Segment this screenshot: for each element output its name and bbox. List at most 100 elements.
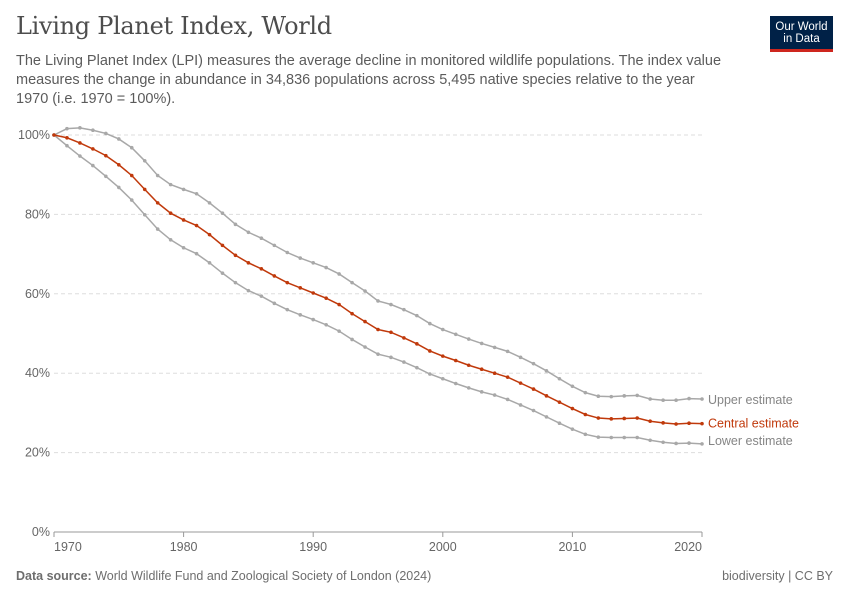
data-point <box>687 421 691 426</box>
data-point <box>246 261 251 265</box>
data-point <box>596 416 601 420</box>
data-point <box>687 396 691 401</box>
x-tick-label: 1980 <box>170 540 198 554</box>
data-point <box>272 243 277 248</box>
y-tick-label: 0% <box>32 525 50 539</box>
data-point <box>117 137 121 141</box>
data-point <box>91 163 95 168</box>
data-point <box>570 384 575 389</box>
data-point <box>363 345 367 349</box>
x-tick-label: 2000 <box>429 540 457 554</box>
license[interactable]: biodiversity | CC BY <box>722 569 833 583</box>
data-point <box>389 302 393 307</box>
data-point <box>635 435 639 440</box>
data-point <box>142 212 147 217</box>
data-point <box>376 327 380 332</box>
data-point <box>298 313 303 317</box>
data-point <box>596 435 601 439</box>
data-point <box>220 271 225 275</box>
data-point <box>583 390 588 395</box>
data-point <box>402 336 406 340</box>
data-point <box>350 311 354 316</box>
data-point <box>531 387 536 391</box>
x-tick-label: 2010 <box>558 540 586 554</box>
data-point <box>104 153 108 158</box>
data-point <box>428 321 432 326</box>
data-point <box>181 245 186 250</box>
data-point <box>466 363 471 368</box>
data-point <box>104 174 108 179</box>
data-point <box>181 187 186 192</box>
data-point <box>648 438 652 443</box>
data-point <box>129 145 134 150</box>
data-point <box>635 416 639 420</box>
data-point <box>194 223 199 228</box>
data-point <box>518 381 523 385</box>
data-point <box>168 238 173 242</box>
data-point <box>544 394 549 398</box>
data-point <box>505 349 510 354</box>
series-line-central-estimate <box>53 134 703 425</box>
data-point <box>570 427 575 431</box>
data-point <box>492 345 497 350</box>
logo-line1: Our World <box>775 21 828 33</box>
data-point <box>518 355 523 360</box>
data-point <box>259 294 264 298</box>
source-text[interactable]: World Wildlife Fund and Zoological Socie… <box>95 569 432 583</box>
data-point <box>479 390 484 394</box>
data-point <box>259 236 264 241</box>
data-point <box>337 302 341 307</box>
chart-title: Living Planet Index, World <box>16 12 332 40</box>
x-tick-label: 1970 <box>54 540 82 554</box>
series-label: Upper estimate <box>708 393 793 407</box>
data-point <box>687 441 691 445</box>
data-point <box>544 415 549 419</box>
data-point <box>129 173 134 178</box>
data-point <box>700 421 704 426</box>
data-point <box>466 337 471 341</box>
data-point <box>453 358 458 363</box>
data-point <box>648 397 652 401</box>
data-point <box>635 393 639 398</box>
series-label: Lower estimate <box>708 434 793 448</box>
data-point <box>389 330 393 335</box>
data-point <box>168 211 173 216</box>
data-point <box>181 218 186 222</box>
data-point <box>622 394 627 398</box>
data-point <box>168 182 173 187</box>
data-point <box>285 307 290 312</box>
data-point <box>91 147 95 151</box>
data-point <box>155 227 160 231</box>
data-point <box>557 376 562 381</box>
data-point <box>518 403 523 407</box>
data-point <box>661 440 665 445</box>
data-point <box>389 355 393 360</box>
data-point <box>428 372 432 376</box>
data-point <box>428 349 432 353</box>
data-point <box>155 201 160 205</box>
data-point <box>376 352 380 356</box>
data-point <box>415 342 419 346</box>
data-point <box>117 185 121 190</box>
x-tick-label: 1990 <box>299 540 327 554</box>
data-point <box>142 187 147 192</box>
data-point <box>557 421 562 426</box>
data-point <box>324 265 328 270</box>
data-point <box>479 367 484 372</box>
data-point <box>65 126 69 131</box>
data-source: Data source: World Wildlife Fund and Zoo… <box>16 569 431 583</box>
data-point <box>583 432 588 437</box>
owid-logo[interactable]: Our World in Data <box>770 16 833 52</box>
data-point <box>441 376 445 381</box>
data-point <box>272 274 277 278</box>
data-point <box>557 400 562 404</box>
data-point <box>220 243 225 248</box>
data-point <box>207 261 212 265</box>
data-point <box>505 375 510 379</box>
data-point <box>700 442 704 446</box>
data-point <box>674 441 678 446</box>
data-point <box>674 422 678 426</box>
data-point <box>207 201 212 205</box>
